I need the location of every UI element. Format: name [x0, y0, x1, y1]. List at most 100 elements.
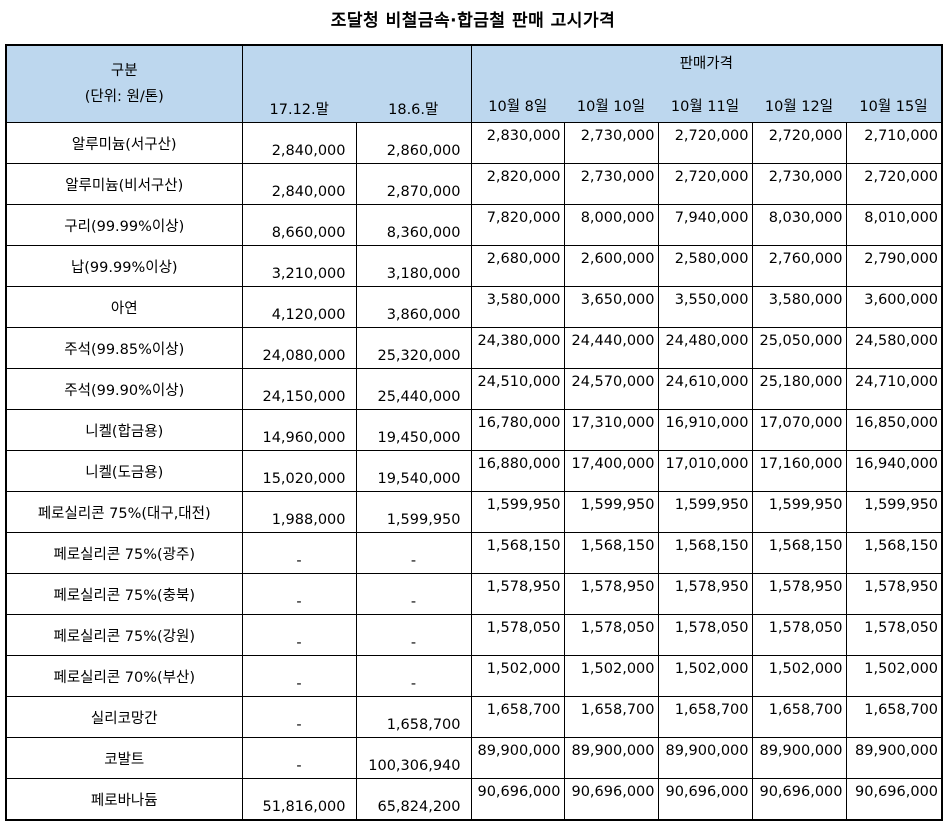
price-cell: 1,578,950	[751, 573, 847, 615]
price-cell: 1,658,700	[657, 696, 753, 738]
price-cell: 1,568,150	[563, 532, 659, 574]
table-row: 납(99.99%이상) 3,210,000 3,180,000 2,680,000 2,…	[5, 245, 943, 287]
category-header: 구분 (단위: 원/톤)	[5, 44, 243, 123]
table-row: 페로실리콘 75%(충북) - -1,578,950 1,578,950 1,578,9…	[5, 573, 943, 615]
price-cell: 1,578,050	[563, 614, 659, 656]
table-row: 아연 4,120,000 3,860,000 3,580,000 3,650,000 3,…	[5, 286, 943, 328]
price-cell: 89,900,000	[751, 737, 847, 779]
price-cell: -	[355, 573, 472, 615]
header-row-bottom: 10월 8일 10월 10일 10월 11일 10월 12일 10월 15일	[6, 84, 944, 123]
price-cell: 1,578,950	[657, 573, 753, 615]
price-cell: 24,710,000	[845, 368, 943, 410]
price-cell: 24,570,000	[563, 368, 659, 410]
price-cell: 1,568,150	[470, 532, 565, 574]
price-cell: 2,840,000	[241, 122, 357, 164]
price-cell: 3,580,000	[751, 286, 847, 328]
row-category: 니켈(도금용)	[5, 450, 243, 492]
table-row: 주석(99.85%이상) 24,080,000 25,320,000 24,380,0…	[5, 327, 943, 369]
table-row: 알루미늄(서구산) 2,840,000 2,860,000 2,830,000 2,73…	[5, 122, 943, 164]
price-cell: 7,940,000	[657, 204, 753, 246]
price-cell: 90,696,000	[470, 778, 565, 821]
price-cell: -	[241, 614, 357, 656]
column-header: 10월 15일	[846, 84, 944, 123]
row-category: 납(99.99%이상)	[5, 245, 243, 287]
price-cell: 1,578,950	[563, 573, 659, 615]
price-cell: 2,840,000	[241, 163, 357, 205]
price-cell: 1,502,000	[751, 655, 847, 697]
price-cell: 2,720,000	[845, 163, 943, 205]
price-cell: 65,824,200	[355, 778, 472, 821]
price-cell: 3,860,000	[355, 286, 472, 328]
price-cell: 1,578,050	[657, 614, 753, 656]
row-category: 페로바나듐	[5, 778, 243, 821]
price-cell: 17,010,000	[657, 450, 753, 492]
price-cell: 17,400,000	[563, 450, 659, 492]
row-category: 코발트	[5, 737, 243, 779]
price-cell: 19,450,000	[355, 409, 472, 451]
sale-price-group-header: 판매가격	[470, 44, 943, 84]
price-cell: 16,780,000	[470, 409, 565, 451]
price-cell: 19,540,000	[355, 450, 472, 492]
price-cell: 89,900,000	[470, 737, 565, 779]
price-cell: 2,760,000	[751, 245, 847, 287]
table-row: 니켈(도금용) 15,020,000 19,540,000 16,880,000 17,…	[5, 450, 943, 492]
column-header: 10월 8일	[470, 84, 564, 123]
price-cell: 7,820,000	[470, 204, 565, 246]
price-cell: 24,480,000	[657, 327, 753, 369]
price-cell: 1,502,000	[563, 655, 659, 697]
price-cell: 90,696,000	[563, 778, 659, 821]
price-cell: 16,850,000	[845, 409, 943, 451]
price-cell: 1,578,050	[470, 614, 565, 656]
price-cell: 2,870,000	[355, 163, 472, 205]
price-cell: 1,599,950	[470, 491, 565, 533]
row-category: 페로실리콘 75%(충북)	[5, 573, 243, 615]
row-category: 주석(99.85%이상)	[5, 327, 243, 369]
price-cell: 1,578,050	[845, 614, 943, 656]
table-row: 페로실리콘 70%(부산) - -1,502,000 1,502,000 1,502,0…	[5, 655, 943, 697]
table-row: 실리코망간 -1,658,700 1,658,700 1,658,700 1,658,7…	[5, 696, 943, 738]
table-row: 페로실리콘 75%(강원) - -1,578,050 1,578,050 1,578,0…	[5, 614, 943, 656]
price-cell: 1,578,950	[470, 573, 565, 615]
table-row: 알루미늄(비서구산) 2,840,000 2,870,000 2,820,000 2,7…	[5, 163, 943, 205]
unit-label: (단위: 원/톤)	[84, 89, 164, 105]
price-cell: 17,070,000	[751, 409, 847, 451]
price-cell: 3,580,000	[470, 286, 565, 328]
price-cell: 3,180,000	[355, 245, 472, 287]
table-row: 페로실리콘 75%(대구,대전) 1,988,000 1,599,950 1,599,…	[5, 491, 943, 533]
price-cell: 1,658,700	[563, 696, 659, 738]
price-cell: 24,610,000	[657, 368, 753, 410]
price-cell: -	[355, 532, 472, 574]
row-category: 알루미늄(서구산)	[5, 122, 243, 164]
price-cell: 2,820,000	[470, 163, 565, 205]
price-cell: 1,658,700	[751, 696, 847, 738]
row-category: 주석(99.90%이상)	[5, 368, 243, 410]
price-cell: 1,599,950	[355, 491, 472, 533]
price-cell: 17,310,000	[563, 409, 659, 451]
price-cell: 2,790,000	[845, 245, 943, 287]
price-cell: 8,010,000	[845, 204, 943, 246]
price-cell: 90,696,000	[657, 778, 753, 821]
row-category: 알루미늄(비서구산)	[5, 163, 243, 205]
price-cell: 1,578,050	[751, 614, 847, 656]
table-row: 페로바나듐 51,816,000 65,824,200 90,696,000 90,69…	[5, 778, 943, 821]
price-cell: 2,730,000	[563, 163, 659, 205]
column-header: 10월 11일	[658, 84, 752, 123]
price-cell: 89,900,000	[845, 737, 943, 779]
price-cell: 8,000,000	[563, 204, 659, 246]
row-category: 니켈(합금용)	[5, 409, 243, 451]
price-cell: 24,580,000	[845, 327, 943, 369]
price-cell: -	[241, 696, 357, 738]
price-cell: 3,650,000	[563, 286, 659, 328]
price-cell: 51,816,000	[241, 778, 357, 821]
table-row: 페로실리콘 75%(광주) - -1,568,150 1,568,150 1,568,1…	[5, 532, 943, 574]
price-cell: 2,730,000	[563, 122, 659, 164]
table-row: 코발트 -100,306,940 89,900,000 89,900,000 89,90…	[5, 737, 943, 779]
price-cell: 2,860,000	[355, 122, 472, 164]
price-cell: 15,020,000	[241, 450, 357, 492]
price-cell: 24,080,000	[241, 327, 357, 369]
price-cell: 1,599,950	[845, 491, 943, 533]
price-cell: 8,660,000	[241, 204, 357, 246]
price-cell: 1,988,000	[241, 491, 357, 533]
price-cell: 1,599,950	[751, 491, 847, 533]
price-table: 구분 (단위: 원/톤) 17.12.말 18.6.말 판매가격 10월 8일 …	[5, 44, 944, 821]
